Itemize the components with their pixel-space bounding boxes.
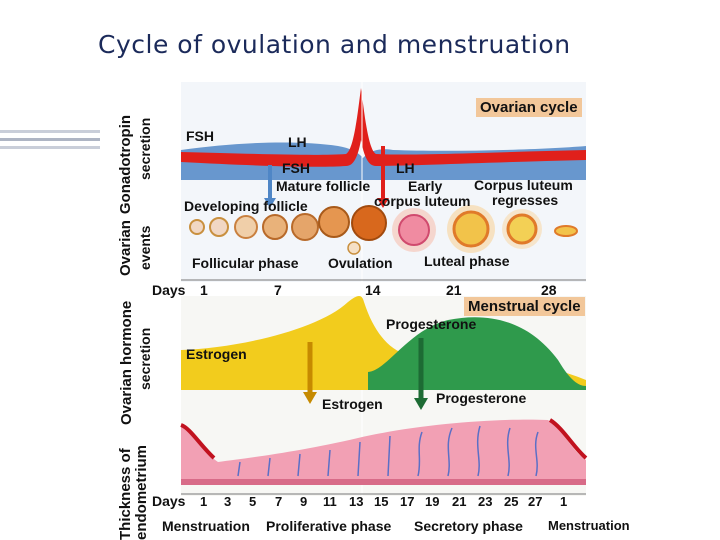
early-corpus-label-2: corpus luteum	[374, 193, 471, 209]
phase-proliferative-label: Proliferative phase	[266, 518, 392, 534]
day-tick: 7	[274, 282, 282, 298]
phase-menstruation-end-label: Menstruation	[548, 518, 630, 533]
endometrium-label: Thickness of endometrium	[117, 444, 150, 540]
days-bottom-label: Days	[152, 493, 186, 509]
decorative-bar	[0, 146, 100, 149]
phase-secretory-label: Secretory phase	[414, 518, 523, 534]
day-tick: 1	[200, 494, 208, 509]
follicular-phase-label: Follicular phase	[192, 255, 299, 271]
luteal-phase-label: Luteal phase	[424, 253, 510, 269]
day-tick: 1	[200, 282, 208, 298]
spiral-arteries	[417, 425, 539, 477]
day-tick: 13	[349, 494, 364, 509]
corpus-regresses-label: Corpus luteum	[474, 177, 573, 193]
gonadotropin-sub-label: secretion	[137, 117, 153, 180]
estrogen-label: Estrogen	[186, 346, 247, 362]
progesterone-label: Progesterone	[386, 316, 477, 332]
menstrual-shedding-end	[548, 418, 588, 460]
menstrual-cycle-tag: Menstrual cycle	[464, 297, 585, 316]
day-tick: 14	[365, 282, 381, 298]
day-tick: 28	[541, 282, 557, 298]
days-top-label: Days	[152, 282, 186, 298]
estrogen-arrow-head	[303, 392, 317, 404]
mature-follicle-label: Mature follicle	[276, 178, 371, 194]
corpus-luteum-late	[506, 213, 538, 245]
day-tick: 25	[504, 494, 519, 509]
day-tick: 5	[249, 494, 257, 509]
corpus-albicans	[554, 225, 578, 237]
hormone-label: Ovarian hormone	[118, 300, 135, 425]
follicle-stage-5	[291, 213, 319, 241]
ovarian-events-sub-label: events	[137, 225, 153, 270]
day-tick: 23	[478, 494, 493, 509]
hormone-sub-label: secretion	[137, 327, 153, 390]
early-corpus-label: Early	[408, 178, 443, 194]
day-tick: 19	[425, 494, 440, 509]
follicle-stage-2	[209, 217, 229, 237]
day-tick: 11	[323, 494, 337, 509]
decorative-bar	[0, 138, 100, 141]
lh-arrow-head	[377, 198, 389, 208]
early-corpus-luteum	[398, 214, 430, 246]
gonadotropin-label: Ovarian Gonadotropin	[117, 114, 134, 276]
lh-arrow-label: LH	[396, 160, 415, 176]
lh-curve	[181, 88, 586, 167]
mature-follicle	[351, 205, 387, 241]
straight-arteries	[237, 435, 391, 477]
fsh-label: FSH	[186, 128, 214, 144]
day-tick: 1	[560, 494, 568, 509]
follicle-stage-3	[234, 215, 258, 239]
day-tick: 21	[446, 282, 462, 298]
fsh-arrow-label: FSH	[282, 160, 310, 176]
endometrium-layer	[181, 419, 586, 480]
phase-menstruation-label: Menstruation	[162, 518, 250, 534]
follicle-stage-1	[189, 219, 205, 235]
corpus-luteum	[452, 210, 490, 248]
developing-follicle-label: Developing follicle	[184, 198, 308, 214]
decorative-bar	[0, 130, 100, 133]
menstrual-shedding-start	[180, 423, 216, 460]
progesterone-arrow-head	[414, 398, 428, 410]
day-tick: 15	[374, 494, 389, 509]
progesterone-arrow-label: Progesterone	[436, 390, 527, 406]
follicle-stage-6	[318, 206, 350, 238]
cycle-diagram: Ovarian Gonadotropin secretion events Ova…	[117, 80, 658, 540]
day-tick: 21	[452, 494, 467, 509]
day-tick: 9	[300, 494, 308, 509]
corpus-regresses-label-2: regresses	[492, 192, 559, 208]
day-tick: 17	[400, 494, 415, 509]
page-title: Cycle of ovulation and menstruation	[98, 30, 571, 59]
follicle-stage-4	[262, 214, 288, 240]
fsh-arrow-head	[264, 198, 276, 208]
lh-label: LH	[288, 134, 307, 150]
estrogen-arrow-label: Estrogen	[322, 396, 383, 412]
day-tick: 3	[224, 494, 232, 509]
ovulated-oocyte	[347, 241, 361, 255]
ovulation-label: Ovulation	[328, 255, 393, 271]
day-tick: 7	[275, 494, 283, 509]
ovarian-cycle-tag: Ovarian cycle	[476, 98, 582, 117]
day-tick: 27	[528, 494, 543, 509]
